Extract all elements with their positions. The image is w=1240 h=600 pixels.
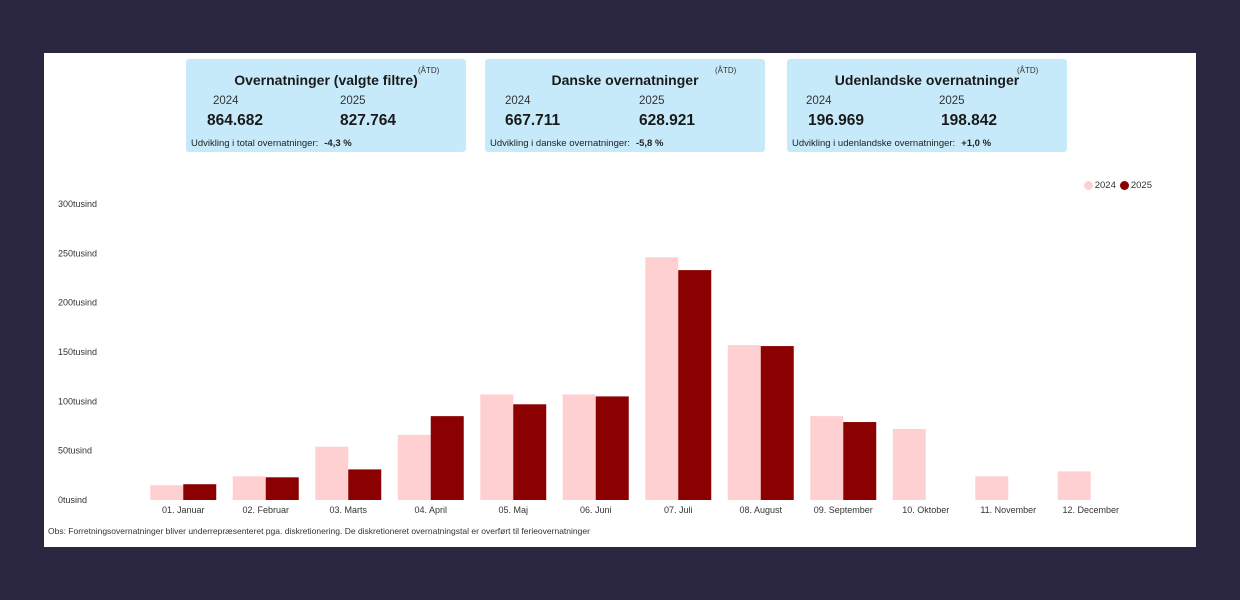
year-label: 2024: [806, 95, 832, 107]
footnote: Obs: Forretningsovernatninger bliver und…: [48, 526, 590, 536]
kpi-card-danish[interactable]: Danske overnatninger (ÅTD) 2024 667.711 …: [485, 59, 765, 152]
development-label: Udvikling i udenlandske overnatninger:: [792, 138, 956, 149]
kpi-card-total[interactable]: Overnatninger (valgte filtre) (ÅTD) 2024…: [186, 59, 466, 152]
development-row: Udvikling i danske overnatninger: -5,8 %: [490, 138, 663, 149]
bar-2025-9[interactable]: [843, 422, 877, 500]
bar-2024-4[interactable]: [397, 434, 431, 500]
development-value: -5,8 %: [635, 138, 664, 149]
value-2024: 667.711: [505, 112, 561, 129]
bar-2024-3[interactable]: [315, 446, 349, 500]
development-row: Udvikling i udenlandske overnatninger: +1…: [792, 138, 991, 149]
legend-swatch-2025: [1119, 181, 1129, 190]
bar-2025-5[interactable]: [513, 404, 547, 500]
bar-2024-11[interactable]: [975, 476, 1009, 500]
bar-chart: 0tusind 50tusind 100tusind 150tusind 200tusi…: [58, 199, 1119, 515]
x-tick-label: 01. Januar: [162, 505, 205, 515]
x-tick-label: 04. April: [414, 505, 447, 515]
dashboard-panel: Overnatninger (valgte filtre) (ÅTD) 2024…: [44, 53, 1196, 547]
bar-2024-2[interactable]: [232, 476, 266, 500]
bar-2024-9[interactable]: [810, 416, 844, 500]
development-row: Udvikling i total overnatninger: -4,3 %: [191, 138, 352, 149]
value-2024: 864.682: [207, 112, 264, 129]
bar-2024-5[interactable]: [480, 394, 514, 500]
x-tick-label: 06. Juni: [580, 505, 612, 515]
development-value: +1,0 %: [961, 138, 992, 149]
legend-label-2025: 2025: [1130, 180, 1152, 191]
x-tick-label: 11. November: [980, 505, 1036, 515]
y-tick-label: 250tusind: [58, 248, 97, 258]
bar-2024-10[interactable]: [892, 428, 926, 500]
bar-2024-7[interactable]: [645, 257, 679, 500]
x-tick-label: 05. Maj: [498, 505, 528, 515]
value-2025: 198.842: [941, 112, 998, 129]
bar-2025-4[interactable]: [430, 416, 464, 500]
bar-2024-1[interactable]: [150, 485, 184, 500]
value-2025: 628.921: [639, 112, 696, 129]
chart-legend: 2024 2025: [1083, 180, 1152, 191]
development-label: Udvikling i total overnatninger:: [191, 138, 319, 149]
card-title: Overnatninger (valgte filtre): [234, 72, 418, 88]
year-label: 2025: [939, 95, 965, 107]
y-tick-label: 50tusind: [58, 446, 92, 456]
y-tick-label: 200tusind: [58, 298, 97, 308]
year-label: 2024: [213, 95, 239, 107]
year-label: 2025: [340, 95, 366, 107]
x-tick-label: 08. August: [739, 505, 782, 515]
card-title: Danske overnatninger: [551, 72, 699, 88]
atd-label: (ÅTD): [1017, 66, 1039, 75]
bar-2025-8[interactable]: [760, 346, 794, 500]
bar-2024-12[interactable]: [1057, 471, 1091, 500]
legend-label-2024: 2024: [1094, 180, 1116, 191]
bar-2025-1[interactable]: [183, 484, 217, 500]
year-label: 2025: [639, 95, 665, 107]
y-tick-label: 150tusind: [58, 347, 97, 357]
y-tick-label: 0tusind: [58, 495, 87, 505]
x-tick-label: 03. Marts: [329, 505, 367, 515]
bar-2025-2[interactable]: [265, 477, 299, 500]
value-2024: 196.969: [808, 112, 865, 129]
value-2025: 827.764: [340, 112, 397, 129]
bar-2024-8[interactable]: [727, 345, 761, 500]
development-value: -4,3 %: [324, 138, 352, 149]
atd-label: (ÅTD): [715, 66, 737, 75]
legend-item-2024[interactable]: 2024: [1083, 180, 1116, 191]
legend-swatch-2024: [1083, 181, 1093, 190]
bar-2025-7[interactable]: [678, 270, 712, 500]
atd-label: (ÅTD): [418, 66, 440, 75]
bar-2024-6[interactable]: [562, 394, 596, 500]
x-tick-label: 07. Juli: [664, 505, 693, 515]
year-label: 2024: [505, 95, 531, 107]
development-label: Udvikling i danske overnatninger:: [490, 138, 630, 149]
bar-2025-3[interactable]: [348, 469, 382, 500]
kpi-card-foreign[interactable]: Udenlandske overnatninger (ÅTD) 2024 196…: [787, 59, 1067, 152]
x-tick-label: 10. Oktober: [902, 505, 949, 515]
y-tick-label: 300tusind: [58, 199, 97, 209]
legend-item-2025[interactable]: 2025: [1119, 180, 1152, 191]
bar-2025-6[interactable]: [595, 396, 629, 500]
x-tick-label: 12. December: [1062, 505, 1119, 515]
y-tick-label: 100tusind: [58, 396, 97, 406]
x-tick-label: 02. Februar: [242, 505, 289, 515]
card-title: Udenlandske overnatninger: [834, 72, 1020, 88]
x-tick-label: 09. September: [814, 505, 873, 515]
